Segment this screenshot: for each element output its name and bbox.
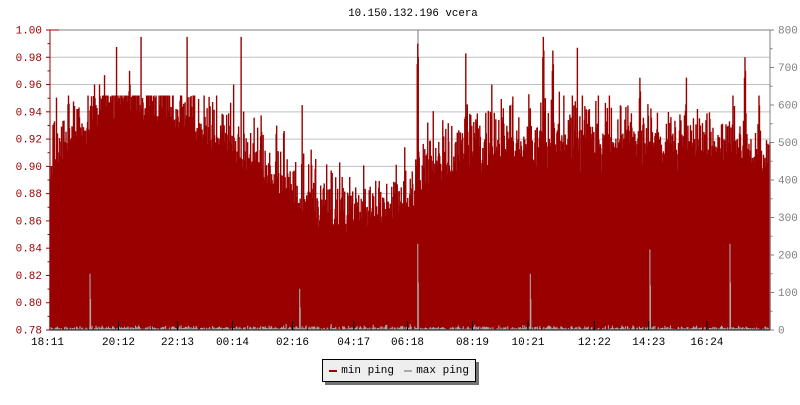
svg-text:08:19: 08:19 xyxy=(456,337,489,349)
svg-text:12:22: 12:22 xyxy=(578,337,611,349)
svg-text:0.92: 0.92 xyxy=(16,135,42,147)
svg-text:800: 800 xyxy=(778,26,798,38)
svg-text:500: 500 xyxy=(778,138,798,150)
svg-text:0.90: 0.90 xyxy=(16,162,42,174)
svg-text:0.82: 0.82 xyxy=(16,271,42,283)
svg-text:02:16: 02:16 xyxy=(276,337,309,349)
svg-text:0.86: 0.86 xyxy=(16,216,42,228)
svg-text:10:21: 10:21 xyxy=(511,337,544,349)
svg-text:0.88: 0.88 xyxy=(16,189,42,201)
svg-text:00:14: 00:14 xyxy=(216,337,249,349)
svg-text:18:11: 18:11 xyxy=(31,337,64,349)
svg-text:0.94: 0.94 xyxy=(16,107,43,119)
svg-text:10.150.132.196 vcera: 10.150.132.196 vcera xyxy=(348,8,478,20)
svg-text:1.00: 1.00 xyxy=(16,26,42,38)
svg-text:22:13: 22:13 xyxy=(161,337,194,349)
svg-text:0: 0 xyxy=(778,326,785,338)
svg-text:16:24: 16:24 xyxy=(690,337,723,349)
svg-text:06:18: 06:18 xyxy=(391,337,424,349)
svg-text:600: 600 xyxy=(778,101,798,113)
svg-text:20:12: 20:12 xyxy=(102,337,135,349)
svg-text:0.96: 0.96 xyxy=(16,80,42,92)
svg-text:0.98: 0.98 xyxy=(16,53,42,65)
svg-text:14:23: 14:23 xyxy=(632,337,665,349)
svg-text:0.80: 0.80 xyxy=(16,298,42,310)
svg-text:0.84: 0.84 xyxy=(16,244,43,256)
svg-text:400: 400 xyxy=(778,176,798,188)
svg-text:0.78: 0.78 xyxy=(16,326,42,338)
svg-text:200: 200 xyxy=(778,251,798,263)
svg-text:100: 100 xyxy=(778,288,798,300)
svg-text:700: 700 xyxy=(778,63,798,75)
svg-text:04:17: 04:17 xyxy=(337,337,370,349)
svg-text:300: 300 xyxy=(778,213,798,225)
